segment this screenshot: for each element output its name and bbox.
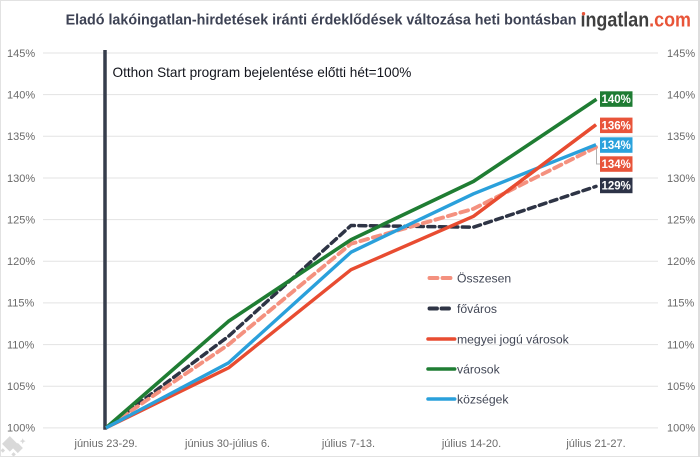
svg-text:145%: 145%	[667, 48, 695, 60]
svg-text:Otthon Start program bejelenté: Otthon Start program bejelentése előtti …	[113, 65, 412, 80]
svg-text:115%: 115%	[7, 298, 35, 310]
svg-text:120%: 120%	[667, 256, 695, 268]
svg-text:125%: 125%	[667, 214, 695, 226]
svg-text:140%: 140%	[667, 89, 695, 101]
svg-text:városok: városok	[457, 362, 501, 376]
svg-text:főváros: főváros	[457, 302, 497, 316]
svg-text:105%: 105%	[7, 381, 35, 393]
svg-text:115%: 115%	[667, 298, 695, 310]
svg-text:129%: 129%	[601, 181, 630, 193]
svg-text:községek: községek	[457, 392, 509, 406]
svg-text:105%: 105%	[667, 381, 695, 393]
svg-text:140%: 140%	[7, 89, 35, 101]
svg-text:130%: 130%	[7, 173, 35, 185]
svg-text:130%: 130%	[667, 173, 695, 185]
svg-text:Összesen: Összesen	[457, 271, 511, 285]
svg-text:100%: 100%	[7, 423, 35, 435]
svg-text:145%: 145%	[7, 48, 35, 60]
svg-text:110%: 110%	[667, 339, 695, 351]
svg-text:120%: 120%	[7, 256, 35, 268]
svg-text:134%: 134%	[601, 159, 630, 171]
svg-text:134%: 134%	[601, 140, 630, 152]
svg-text:136%: 136%	[601, 121, 630, 133]
svg-text:június 30-július 6.: június 30-július 6.	[184, 438, 270, 450]
svg-text:140%: 140%	[601, 94, 630, 106]
svg-text:Eladó lakóingatlan-hirdetések: Eladó lakóingatlan-hirdetések iránti érd…	[66, 13, 577, 29]
svg-text:július 21-27.: július 21-27.	[565, 438, 625, 450]
svg-text:megyei jogú városok: megyei jogú városok	[457, 332, 570, 346]
svg-text:ıngatlan.com: ıngatlan.com	[581, 10, 691, 32]
svg-text:125%: 125%	[7, 214, 35, 226]
svg-text:100%: 100%	[667, 423, 695, 435]
svg-text:július 7-13.: július 7-13.	[321, 438, 375, 450]
svg-text:június 23-29.: június 23-29.	[74, 438, 138, 450]
svg-text:135%: 135%	[667, 131, 695, 143]
svg-text:július 14-20.: július 14-20.	[441, 438, 501, 450]
svg-text:135%: 135%	[7, 131, 35, 143]
svg-text:110%: 110%	[7, 339, 35, 351]
